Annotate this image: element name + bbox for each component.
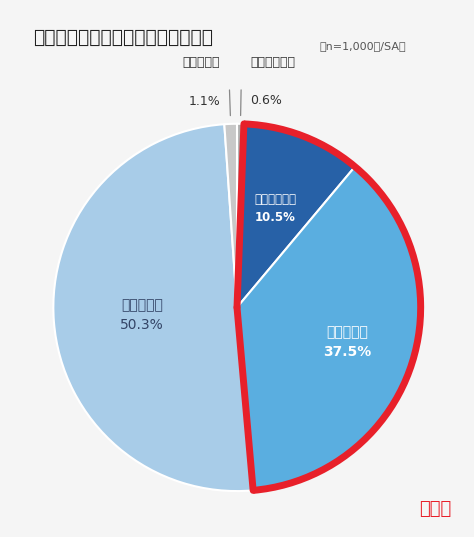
Wedge shape [224,124,237,307]
Text: コロナ禅で家庭ごみの量は増えた？: コロナ禅で家庭ごみの量は増えた？ [33,28,213,47]
Wedge shape [237,166,420,490]
Text: 1.1%: 1.1% [189,95,220,107]
Wedge shape [237,124,244,307]
Wedge shape [54,124,253,491]
Wedge shape [237,124,355,307]
Text: 変わらない
50.3%: 変わらない 50.3% [120,298,164,332]
Text: やや減った: やや減った [182,56,220,69]
Text: （n=1,000人/SA）: （n=1,000人/SA） [319,41,406,51]
Text: とても減った: とても減った [250,56,295,69]
Text: とても増えた
10.5%: とても増えた 10.5% [254,193,296,223]
Text: 増えた: 増えた [419,500,451,518]
Text: 0.6%: 0.6% [250,95,282,107]
Text: やや増えた
37.5%: やや増えた 37.5% [323,325,372,359]
